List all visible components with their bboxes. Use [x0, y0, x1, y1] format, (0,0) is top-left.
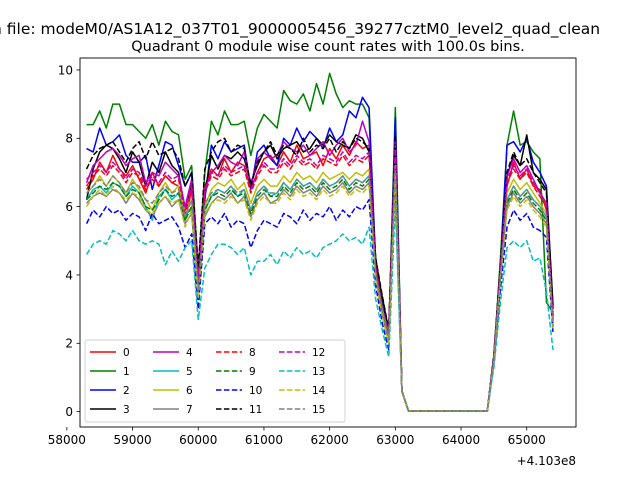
legend-label: 15	[312, 404, 325, 416]
legend-label: 14	[312, 385, 326, 397]
series-line-13	[85, 202, 554, 412]
figure-suptitle: n file: modeM0/AS1A12_037T01_9000005456_…	[0, 20, 600, 39]
legend-label: 13	[312, 366, 325, 378]
legend-label: 7	[186, 404, 193, 416]
legend-label: 5	[186, 366, 193, 378]
x-tick-label: 61000	[245, 433, 283, 447]
series-group	[85, 72, 554, 412]
y-tick-label: 10	[58, 63, 73, 77]
legend-label: 11	[249, 404, 262, 416]
x-tick-label: 59000	[113, 433, 151, 447]
y-tick-label: 0	[65, 405, 73, 419]
series-line-15	[86, 164, 554, 412]
y-tick-label: 6	[65, 200, 73, 214]
legend-box	[84, 339, 346, 423]
legend-label: 6	[186, 385, 193, 397]
axes-frame	[79, 57, 577, 428]
x-tick-label: 65000	[508, 433, 546, 447]
legend-label: 0	[123, 347, 130, 359]
legend-label: 10	[249, 385, 262, 397]
legend-label: 12	[312, 347, 325, 359]
x-tick-label: 58000	[48, 433, 86, 447]
legend-label: 8	[249, 347, 256, 359]
x-tick-label: 62000	[311, 433, 349, 447]
plot-area: 58000 59000 60000 61000 62000 63000 64000 65000…	[48, 57, 577, 468]
legend-label: 3	[123, 404, 130, 416]
y-tick-label: 8	[65, 132, 73, 146]
y-axis: 0 2 4 6 8 10	[58, 63, 80, 419]
y-tick-label: 2	[65, 337, 73, 351]
legend-label: 4	[186, 347, 193, 359]
x-tick-label: 60000	[179, 433, 217, 447]
x-tick-label: 63000	[376, 433, 414, 447]
x-axis-offset-label: +4.103e8	[517, 454, 576, 468]
legend-label: 2	[123, 385, 130, 397]
legend-label: 9	[249, 366, 256, 378]
chart-title: Quadrant 0 module wise count rates with …	[131, 39, 525, 55]
x-axis: 58000 59000 60000 61000 62000 63000 64000 65000	[48, 427, 546, 447]
x-tick-label: 64000	[442, 433, 480, 447]
legend-label: 1	[123, 366, 130, 378]
y-tick-label: 4	[65, 268, 73, 282]
